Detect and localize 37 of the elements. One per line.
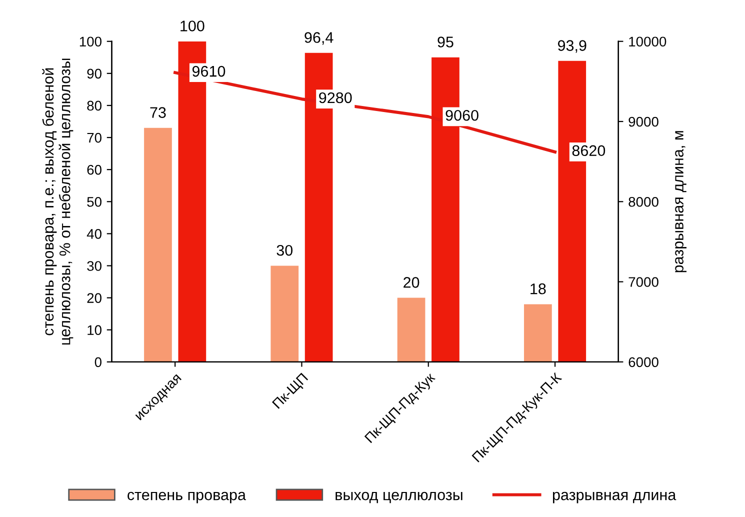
legend-label: выход целлюлозы [336,492,462,504]
y-tick-label: 10 [88,325,102,336]
bar [397,298,426,362]
data-label: 96,4 [304,32,334,45]
bar [144,128,172,362]
y-tick-label: 30 [87,261,102,271]
bar [524,304,552,362]
y2-tick-label: 6000 [628,357,658,368]
y-tick-label: 80 [87,100,102,111]
y2-tick-label: 10000 [629,36,666,47]
y2-tick-label: 9000 [628,116,658,127]
data-label: 9610 [192,66,226,77]
y-tick-label: 70 [87,132,102,143]
data-label: 93,9 [558,40,586,53]
data-label: 9060 [446,110,478,121]
y2-tick-label: 7000 [628,277,658,287]
data-label: 18 [530,283,546,294]
bar [270,266,299,362]
y2-tick-label: 8000 [628,196,658,207]
y-tick-label: 50 [87,196,102,207]
data-label: 73 [150,107,166,118]
y-tick-label: 100 [80,36,102,47]
y2-axis-title: разрывная длина, м [675,131,686,272]
y-tick-label: 0 [94,357,102,368]
data-label: 100 [180,20,204,32]
legend-label: степень провара [128,492,246,504]
data-label: 9280 [319,92,352,104]
y-tick-label: 40 [86,229,102,239]
y-axis-title: степень провара, п.е.; выход беленой целлюлозы, % от небеленой целлюлозы [42,58,74,345]
data-label: 8620 [572,145,606,156]
y-tick-label: 90 [87,68,102,79]
legend-label: разрывная длина [552,492,676,504]
y-tick-label: 60 [87,164,102,175]
data-label: 20 [404,277,420,288]
data-label: 30 [276,244,293,256]
y-tick-label: 20 [87,293,102,303]
data-label: 95 [438,36,454,48]
